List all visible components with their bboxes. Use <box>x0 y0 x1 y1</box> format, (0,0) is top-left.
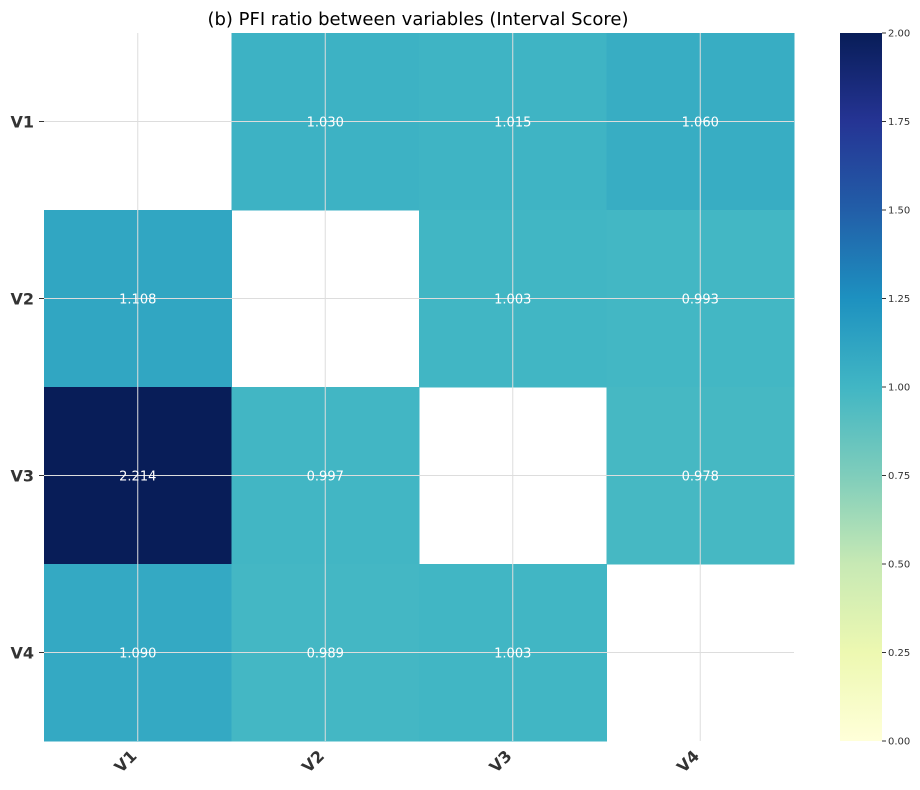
heatmap-cells <box>44 33 795 742</box>
column-label: V1 <box>111 746 141 776</box>
row-label: V3 <box>10 467 34 486</box>
row-labels: V1 V2 V3 V4 <box>10 113 44 663</box>
row-label: V1 <box>10 113 34 132</box>
cell-value-label: 2.214 <box>119 470 156 485</box>
cell-value-label: 1.030 <box>307 116 344 131</box>
heatmap-cell-labels: 1.030 1.015 1.060 1.108 1.003 0.993 2.214 0.997… <box>119 116 719 662</box>
colorbar-tick-label: 1.50 <box>888 206 910 217</box>
colorbar-tick-label: 1.75 <box>888 117 910 128</box>
cell-value-label: 0.997 <box>307 470 344 485</box>
row-label: V4 <box>10 644 34 663</box>
cell-value-label: 1.090 <box>119 647 156 662</box>
colorbar-tick-label: 0.75 <box>888 471 910 482</box>
colorbar-tick-label: 1.25 <box>888 294 910 305</box>
colorbar-gradient <box>840 33 882 741</box>
column-label: V2 <box>298 746 328 776</box>
cell-value-label: 1.015 <box>494 116 531 131</box>
colorbar-tick-label: 2.00 <box>888 29 910 40</box>
cell-value-label: 1.003 <box>494 293 531 308</box>
colorbar-tick-label: 0.00 <box>888 737 910 748</box>
cell-value-label: 0.978 <box>682 470 719 485</box>
row-label: V2 <box>10 290 34 309</box>
cell-value-label: 0.989 <box>307 647 344 662</box>
cell-value-label: 1.003 <box>494 647 531 662</box>
column-label: V3 <box>486 746 516 776</box>
colorbar: 0.00 0.25 0.50 0.75 1.00 1.25 1.50 1.75 2.00 <box>840 29 910 748</box>
chart-title: (b) PFI ratio between variables (Interva… <box>207 9 628 30</box>
colorbar-tick-label: 1.00 <box>888 383 910 394</box>
colorbar-tick-label: 0.25 <box>888 648 910 659</box>
cell-value-label: 0.993 <box>682 293 719 308</box>
column-label: V4 <box>673 746 703 776</box>
column-labels: V1 V2 V3 V4 <box>111 746 704 776</box>
colorbar-tick-label: 0.50 <box>888 560 910 571</box>
cell-value-label: 1.060 <box>682 116 719 131</box>
cell-value-label: 1.108 <box>119 293 156 308</box>
heatmap-grid <box>44 33 794 741</box>
